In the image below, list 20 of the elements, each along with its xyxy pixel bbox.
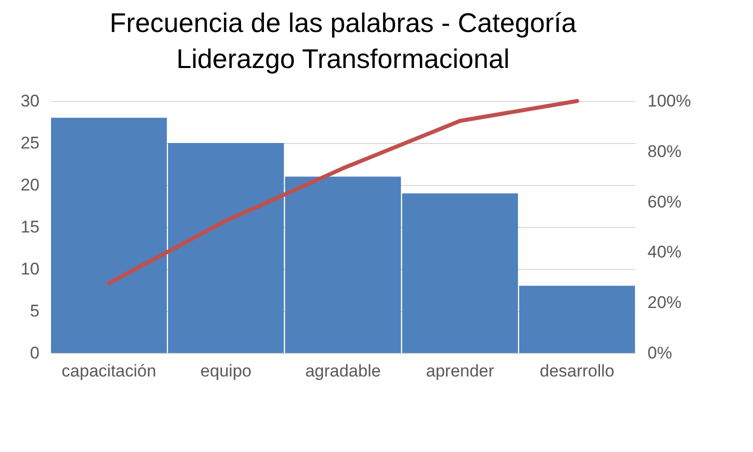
chart-title: Frecuencia de las palabras - Categoría Liderazgo Transformacional [110,8,578,74]
x-tick-label: agradable [305,362,381,380]
line-series [106,99,580,286]
y2-tick-label: 100% [648,92,691,110]
y-tick-label: 25 [20,134,40,152]
y-tick-label: 20 [20,176,40,194]
x-tick-label: capacitación [62,362,156,380]
y2-tick-label: 40% [648,242,682,262]
x-tick-label: aprender [426,362,494,380]
y-tick-label: 30 [20,92,40,110]
y2-tick-label: 0% [648,344,672,362]
y-tick-label: 15 [20,218,40,236]
y2-tick-label: 60% [648,192,682,212]
x-tick-label: equipo [200,362,252,380]
y-tick-label: 5 [30,302,40,320]
y2-tick-label: 80% [648,142,682,161]
y-tick-label: 10 [20,260,40,278]
x-tick-label: desarrollo [540,362,614,380]
y-tick-label: 0 [30,344,40,362]
y2-tick-label: 20% [648,293,682,312]
